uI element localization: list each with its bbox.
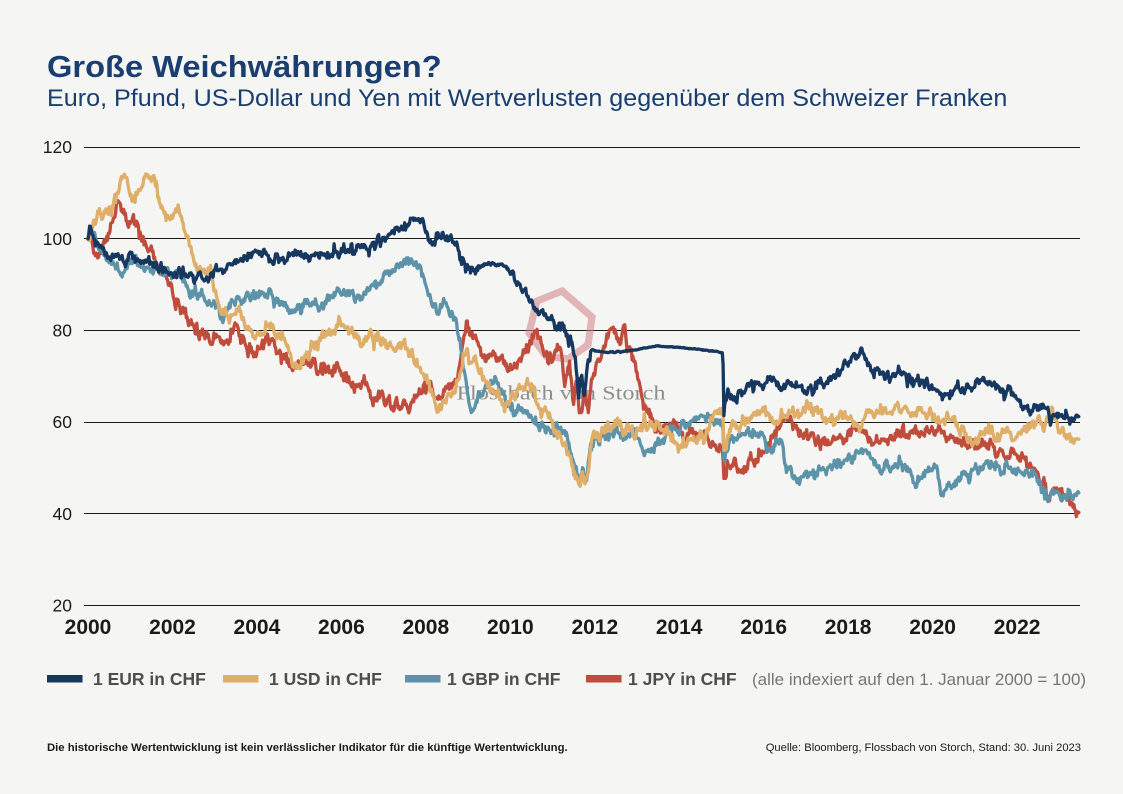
svg-text:2002: 2002 <box>149 616 196 639</box>
svg-text:2016: 2016 <box>740 616 787 639</box>
svg-text:20: 20 <box>53 596 73 616</box>
svg-text:2006: 2006 <box>318 616 365 639</box>
svg-text:80: 80 <box>53 321 73 341</box>
svg-text:2010: 2010 <box>487 616 534 639</box>
svg-text:(alle indexiert auf den 1. Jan: (alle indexiert auf den 1. Januar 2000 =… <box>752 670 1086 689</box>
svg-text:2008: 2008 <box>402 616 449 639</box>
svg-text:2018: 2018 <box>825 616 872 639</box>
svg-text:1 USD in CHF: 1 USD in CHF <box>269 669 382 689</box>
svg-text:2022: 2022 <box>994 616 1041 639</box>
svg-text:40: 40 <box>53 504 73 524</box>
svg-text:1 EUR in CHF: 1 EUR in CHF <box>93 669 206 689</box>
svg-text:2020: 2020 <box>909 616 956 639</box>
svg-text:120: 120 <box>43 137 72 157</box>
svg-text:100: 100 <box>43 229 72 249</box>
svg-text:1 GBP in CHF: 1 GBP in CHF <box>447 669 561 689</box>
svg-text:Quelle: Bloomberg, Flossbach v: Quelle: Bloomberg, Flossbach von Storch,… <box>766 742 1081 754</box>
svg-text:2014: 2014 <box>656 616 703 639</box>
svg-text:60: 60 <box>53 412 73 432</box>
svg-text:2012: 2012 <box>571 616 618 639</box>
svg-text:2004: 2004 <box>234 616 281 639</box>
svg-text:2000: 2000 <box>65 616 112 639</box>
svg-text:Die historische Wertentwicklun: Die historische Wertentwicklung ist kein… <box>47 742 568 754</box>
svg-text:1 JPY in CHF: 1 JPY in CHF <box>628 669 737 689</box>
